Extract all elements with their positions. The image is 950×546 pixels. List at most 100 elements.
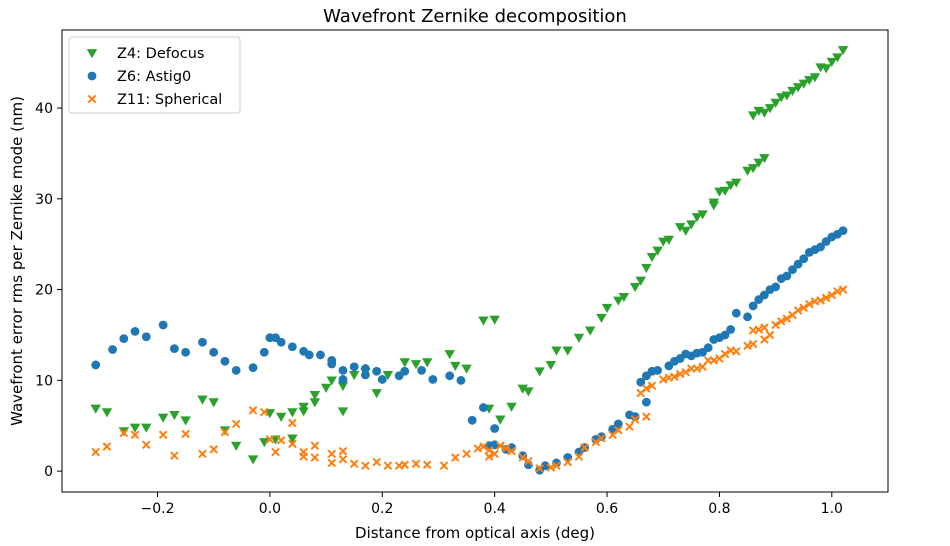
series-0 — [90, 46, 849, 465]
y-tick-label: 0 — [44, 464, 53, 480]
data-point — [298, 407, 309, 417]
data-point — [108, 345, 117, 354]
data-point — [837, 46, 849, 56]
data-point — [276, 337, 286, 347]
data-point — [506, 402, 517, 412]
x-tick-label: −0.2 — [141, 501, 175, 517]
data-point — [618, 292, 630, 303]
data-point — [754, 325, 764, 334]
y-axis-label: Wavefront error rms per Zernike mode (nm… — [8, 96, 26, 426]
data-point — [573, 333, 585, 343]
data-point — [629, 282, 641, 293]
data-point — [180, 416, 191, 426]
data-point — [781, 91, 793, 101]
data-point — [422, 460, 432, 470]
data-point — [799, 254, 809, 264]
data-point — [719, 186, 731, 196]
data-point — [101, 408, 113, 418]
data-point — [838, 226, 848, 235]
data-point — [731, 347, 741, 356]
data-point — [821, 293, 831, 303]
data-point — [816, 296, 825, 305]
data-point — [597, 434, 606, 443]
data-point — [338, 455, 348, 464]
data-point — [580, 443, 589, 452]
data-point — [288, 439, 297, 449]
data-point — [782, 271, 792, 281]
data-point — [771, 320, 780, 330]
data-point — [169, 410, 180, 421]
data-point — [788, 265, 797, 275]
data-point — [410, 360, 422, 370]
y-tick-label: 40 — [35, 101, 53, 117]
data-point — [776, 93, 787, 103]
data-point — [288, 418, 297, 428]
data-point — [231, 419, 241, 429]
data-point — [691, 213, 703, 223]
data-point — [141, 423, 152, 433]
data-point — [382, 371, 394, 381]
data-point — [304, 350, 314, 360]
data-point — [209, 445, 219, 454]
data-point — [764, 104, 776, 114]
data-point — [271, 447, 280, 457]
data-point — [198, 449, 207, 459]
data-point — [141, 332, 151, 342]
data-point — [264, 409, 276, 419]
data-point — [787, 86, 798, 97]
data-point — [259, 407, 269, 417]
data-point — [517, 384, 528, 394]
data-point — [832, 53, 843, 63]
data-point — [349, 459, 359, 469]
data-point — [524, 456, 533, 466]
data-point — [209, 347, 219, 357]
y-tick-label: 30 — [35, 192, 53, 208]
data-point — [478, 316, 489, 326]
chart-title: Wavefront Zernike decomposition — [323, 6, 627, 27]
data-point — [805, 299, 814, 309]
data-point — [287, 342, 297, 352]
data-point — [327, 449, 337, 459]
data-point — [748, 301, 758, 311]
data-point — [450, 361, 461, 372]
data-point — [462, 449, 471, 459]
data-point — [158, 320, 168, 330]
data-point — [670, 372, 679, 382]
data-point — [479, 442, 488, 451]
data-point — [753, 158, 764, 168]
data-point — [310, 453, 320, 462]
data-point — [169, 344, 179, 353]
data-point — [400, 366, 410, 376]
data-point — [535, 464, 544, 473]
data-point — [692, 364, 702, 373]
data-point — [726, 325, 736, 334]
data-point — [198, 337, 207, 347]
data-point — [349, 362, 359, 372]
data-point — [371, 389, 382, 399]
data-point — [399, 358, 410, 368]
data-point — [90, 404, 101, 414]
data-point — [316, 350, 325, 360]
data-point — [326, 376, 337, 386]
data-point — [337, 381, 349, 392]
data-point — [546, 463, 556, 472]
data-point — [461, 364, 472, 374]
data-point — [417, 365, 427, 375]
data-point — [518, 453, 528, 462]
data-points — [90, 46, 849, 475]
data-point — [833, 287, 842, 296]
x-tick-label: 0.4 — [484, 501, 506, 517]
data-point — [720, 349, 730, 359]
data-point — [490, 424, 500, 433]
data-point — [793, 306, 803, 315]
data-point — [680, 226, 691, 236]
data-point — [248, 406, 258, 415]
data-point — [838, 285, 848, 294]
data-point — [489, 315, 500, 325]
data-point — [731, 308, 741, 318]
series-2 — [91, 285, 848, 473]
data-point — [484, 445, 494, 455]
data-point — [663, 235, 675, 245]
data-point — [338, 375, 348, 384]
